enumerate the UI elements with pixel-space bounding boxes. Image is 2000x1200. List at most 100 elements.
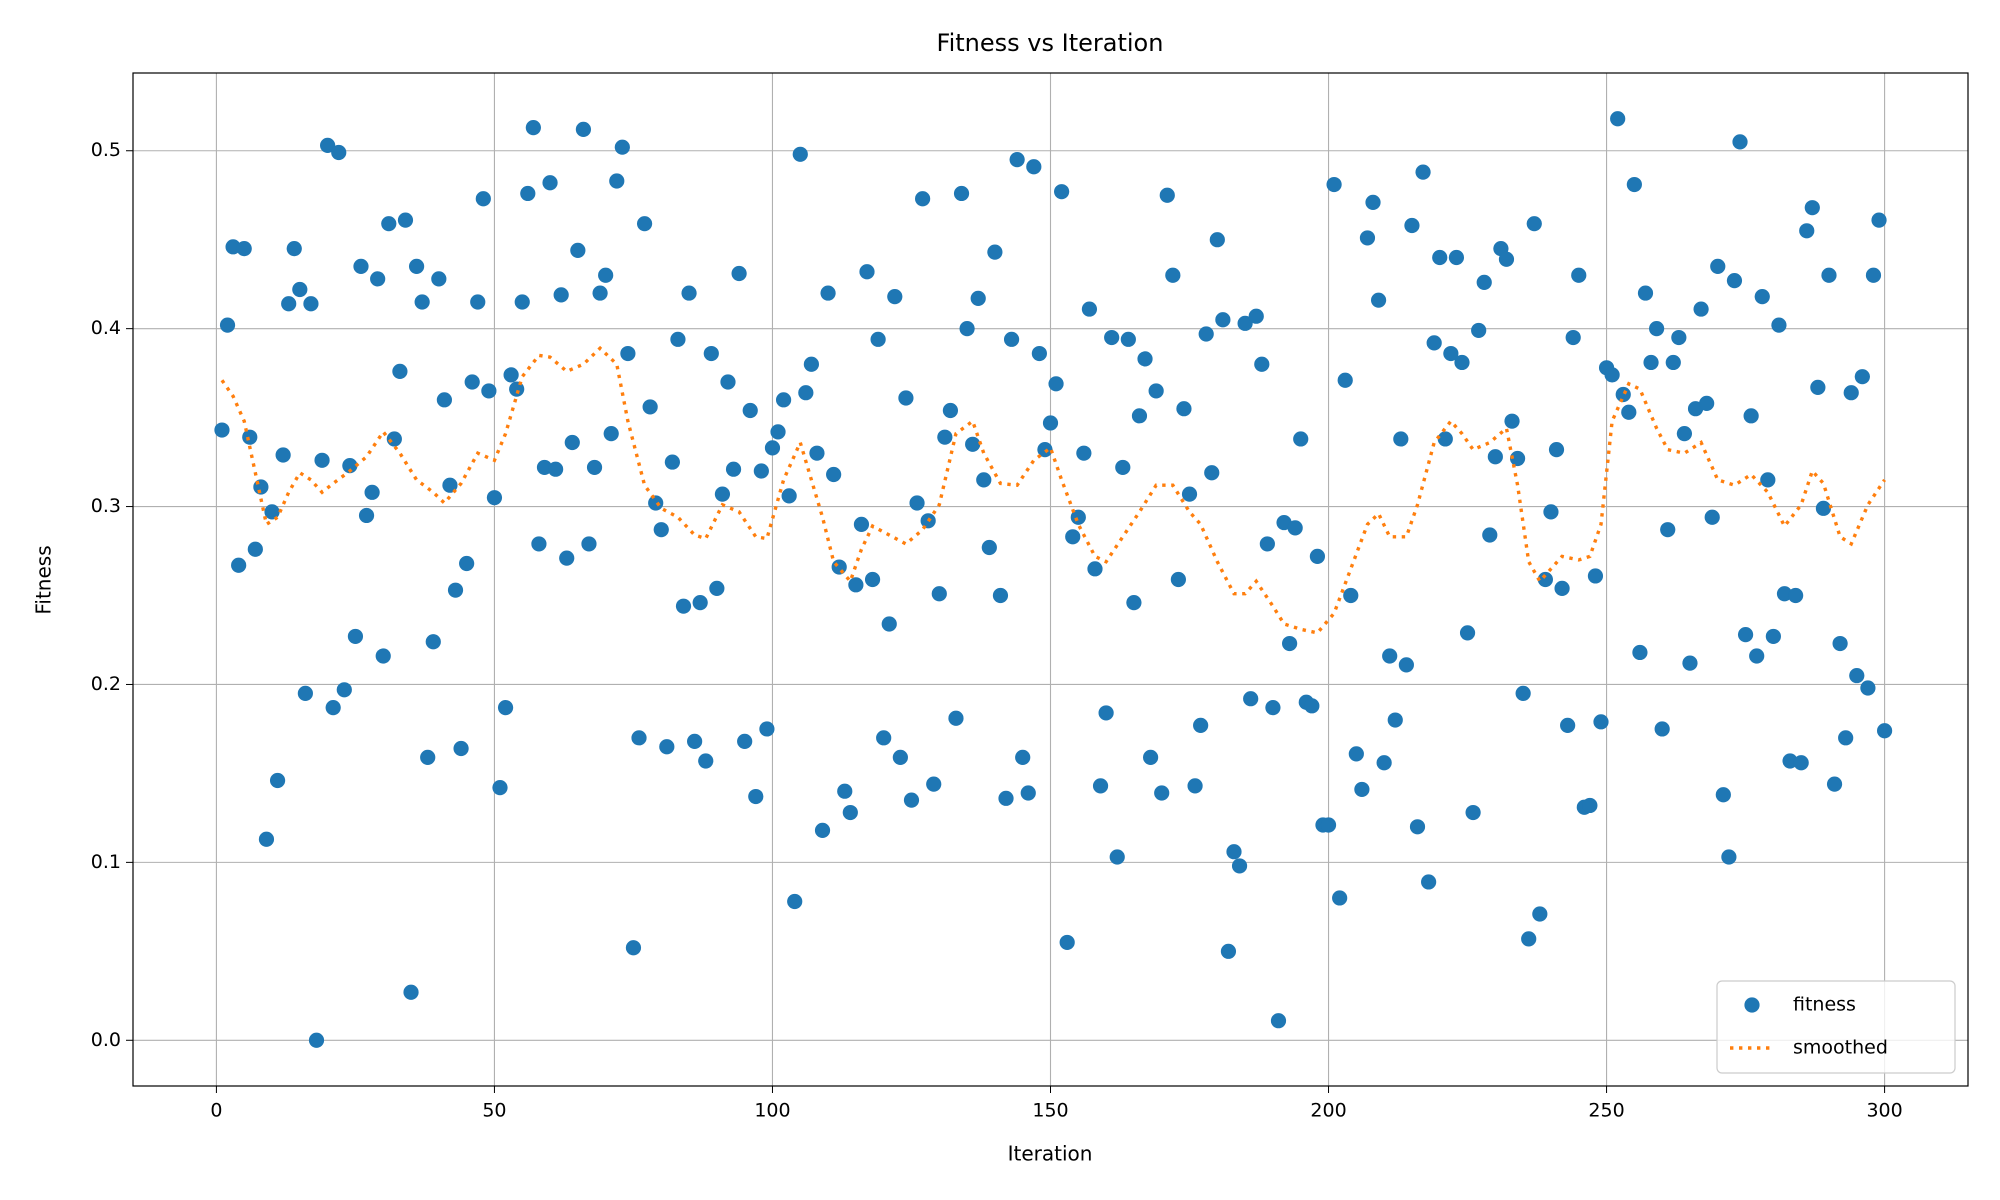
data-point <box>1015 749 1031 766</box>
data-point <box>742 402 758 419</box>
data-point <box>1610 111 1626 127</box>
data-point <box>1443 345 1459 362</box>
data-point <box>692 595 708 611</box>
data-point <box>631 730 647 746</box>
data-point <box>1326 176 1342 193</box>
y-tick-label: 0.2 <box>91 673 121 695</box>
data-point <box>998 790 1014 806</box>
data-point <box>892 749 908 766</box>
grid <box>133 73 1968 1086</box>
data-point <box>976 472 992 488</box>
data-point <box>242 429 258 445</box>
data-point <box>1554 580 1570 596</box>
data-point <box>887 289 903 305</box>
data-point <box>392 363 408 379</box>
data-point <box>1320 817 1337 833</box>
data-point <box>1587 568 1604 584</box>
data-point <box>1749 648 1765 664</box>
data-point <box>375 648 391 664</box>
data-point <box>447 582 464 598</box>
data-point <box>342 458 358 474</box>
data-point <box>1042 415 1059 431</box>
data-point <box>1387 712 1403 728</box>
data-point <box>1532 906 1548 922</box>
data-point <box>1509 450 1526 467</box>
data-point <box>453 740 469 757</box>
data-point <box>386 431 402 447</box>
data-point <box>926 776 942 792</box>
data-point <box>1704 509 1720 525</box>
data-point <box>770 424 786 440</box>
data-point <box>1737 627 1754 643</box>
data-point <box>1754 289 1770 305</box>
data-point <box>1204 465 1220 481</box>
data-point <box>809 445 825 461</box>
data-point <box>792 146 808 162</box>
data-point <box>514 294 530 310</box>
data-point <box>364 484 380 500</box>
data-point <box>737 733 753 749</box>
data-point <box>1348 746 1364 762</box>
data-point <box>1104 329 1120 346</box>
data-point <box>1571 267 1587 283</box>
data-point <box>1209 232 1225 248</box>
data-point <box>1454 354 1470 371</box>
data-point <box>1849 667 1865 684</box>
data-point <box>1838 730 1854 746</box>
data-point <box>358 507 375 524</box>
data-point <box>531 536 547 552</box>
data-point <box>1799 223 1815 239</box>
data-point <box>1059 934 1075 951</box>
data-point <box>714 486 731 502</box>
data-point <box>1459 625 1476 641</box>
data-point <box>269 772 286 789</box>
data-point <box>1181 486 1198 502</box>
plot-area <box>214 111 1893 1048</box>
data-point <box>1231 858 1248 874</box>
data-point <box>853 516 870 532</box>
data-point <box>725 461 742 477</box>
data-point <box>948 710 964 726</box>
data-point <box>1365 194 1381 210</box>
data-point <box>431 271 447 287</box>
data-point <box>787 893 803 910</box>
data-point <box>592 285 608 301</box>
data-point <box>470 294 486 310</box>
data-point <box>1426 335 1442 351</box>
data-point <box>1832 635 1848 652</box>
data-point <box>481 383 497 399</box>
data-point <box>1393 431 1409 447</box>
data-point <box>1548 442 1565 458</box>
data-point <box>1109 849 1125 865</box>
data-point <box>1710 258 1726 274</box>
data-point <box>1376 755 1392 771</box>
data-point <box>1504 413 1520 429</box>
legend-label: fitness <box>1793 994 1856 1016</box>
data-point <box>581 536 597 552</box>
data-point <box>598 267 614 283</box>
data-point <box>1282 635 1298 652</box>
data-point <box>803 356 819 372</box>
data-point <box>1131 408 1148 424</box>
data-point <box>1159 187 1175 203</box>
data-point <box>570 242 586 258</box>
data-point <box>1621 404 1637 420</box>
data-point <box>876 730 892 746</box>
data-point <box>1543 504 1559 520</box>
data-point <box>1743 408 1759 424</box>
data-point <box>970 290 986 307</box>
data-point <box>1732 134 1748 150</box>
data-point <box>992 587 1009 604</box>
data-point <box>1265 699 1281 716</box>
data-point <box>1871 212 1887 228</box>
y-tick-label: 0.3 <box>91 495 121 517</box>
data-point <box>420 749 436 766</box>
data-point <box>1076 445 1092 461</box>
data-point <box>548 461 564 477</box>
data-point <box>687 733 703 749</box>
data-point <box>1693 301 1709 317</box>
data-point <box>1154 785 1170 801</box>
data-point <box>1788 587 1804 604</box>
data-point <box>497 699 514 716</box>
